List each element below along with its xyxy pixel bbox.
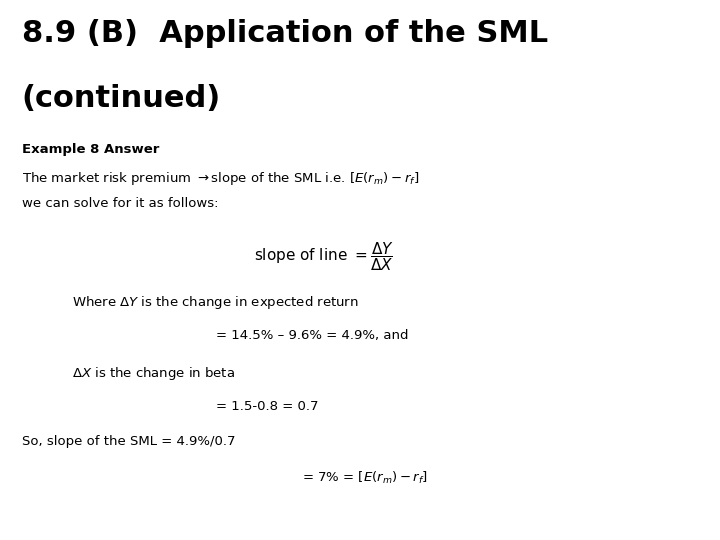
Text: Where $\Delta Y$ is the change in expected return: Where $\Delta Y$ is the change in expect… (72, 294, 359, 311)
Text: Example 8 Answer: Example 8 Answer (22, 143, 159, 156)
Text: = 14.5% – 9.6% = 4.9%, and: = 14.5% – 9.6% = 4.9%, and (216, 329, 408, 342)
Text: So, slope of the SML = 4.9%/0.7: So, slope of the SML = 4.9%/0.7 (22, 435, 235, 448)
Text: slope of line $= \dfrac{\Delta Y}{\Delta X}$: slope of line $= \dfrac{\Delta Y}{\Delta… (254, 240, 394, 273)
Text: we can solve for it as follows:: we can solve for it as follows: (22, 197, 218, 210)
Text: = 7% = [$E(r_m) - r_f$]: = 7% = [$E(r_m) - r_f$] (302, 470, 428, 486)
Text: The market risk premium $\rightarrow$slope of the SML i.e. [$E(r_m) - r_f$]: The market risk premium $\rightarrow$slo… (22, 170, 419, 187)
Text: $\Delta X$ is the change in beta: $\Delta X$ is the change in beta (72, 364, 235, 381)
Text: (continued): (continued) (22, 84, 221, 113)
Text: 8.9 (B)  Application of the SML: 8.9 (B) Application of the SML (22, 19, 548, 48)
Text: = 1.5-0.8 = 0.7: = 1.5-0.8 = 0.7 (216, 400, 318, 413)
